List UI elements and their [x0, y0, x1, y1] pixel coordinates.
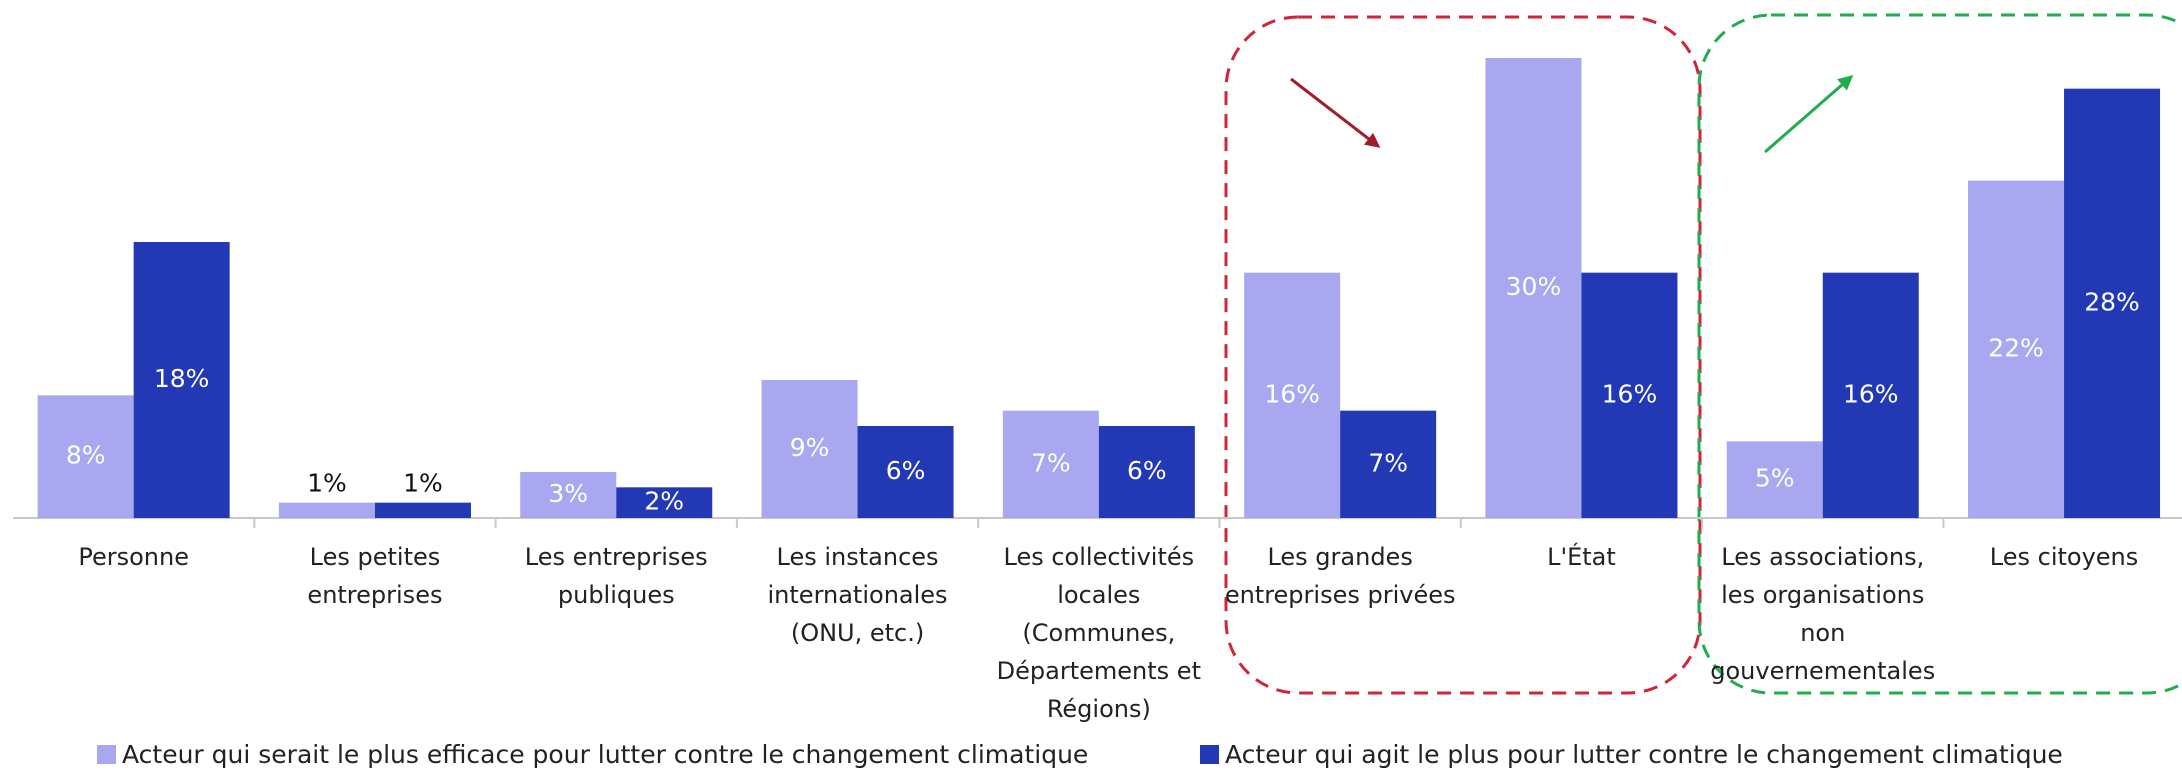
- data-label: 1%: [307, 469, 347, 498]
- data-label: 30%: [1506, 272, 1562, 301]
- highlight-box: [1697, 13, 2182, 695]
- data-label: 6%: [886, 456, 926, 485]
- x-tick-label: Les grandes entreprises privées: [1224, 543, 1456, 609]
- bar: [1244, 272, 1341, 518]
- bar: [1822, 272, 1919, 518]
- bar: [1726, 441, 1823, 518]
- legend-swatch: [1200, 745, 1219, 764]
- data-label: 6%: [1127, 456, 1167, 485]
- data-label: 16%: [1602, 379, 1658, 408]
- x-tick-label: Les citoyens: [1989, 543, 2139, 571]
- arrow: [1290, 77, 1381, 148]
- bar: [2064, 88, 2161, 519]
- bar: [278, 502, 375, 518]
- bar: [133, 242, 230, 518]
- legend-label: Acteur qui agit le plus pour lutter cont…: [1225, 740, 2063, 769]
- bar: [520, 472, 617, 518]
- legend-label: Acteur qui serait le plus efficace pour …: [122, 740, 1089, 769]
- bar: [1485, 58, 1582, 518]
- data-label: 9%: [790, 433, 830, 462]
- x-tick-label: Les petites entreprises: [307, 543, 443, 609]
- data-label: 28%: [2084, 287, 2140, 316]
- data-label: 7%: [1368, 448, 1408, 477]
- bar: [1581, 272, 1678, 518]
- data-label: 16%: [1264, 379, 1320, 408]
- x-tick-label: Personne: [78, 543, 189, 571]
- data-label: 16%: [1843, 379, 1899, 408]
- legend-swatch: [97, 745, 116, 764]
- x-tick-label: L'État: [1547, 543, 1616, 571]
- bar: [1340, 410, 1437, 518]
- bar: [1098, 426, 1195, 518]
- bar: [616, 487, 713, 518]
- legend-item: Acteur qui serait le plus efficace pour …: [97, 740, 1088, 769]
- bar: [761, 380, 858, 518]
- bar: [374, 502, 471, 518]
- data-label: 22%: [1988, 333, 2044, 362]
- legend-item: Acteur qui agit le plus pour lutter cont…: [1200, 740, 2063, 769]
- data-label: 18%: [154, 364, 210, 393]
- data-label: 7%: [1031, 448, 1071, 477]
- data-label: 1%: [403, 469, 443, 498]
- bar: [37, 395, 134, 518]
- data-label: 2%: [644, 487, 684, 516]
- bar: [857, 426, 954, 518]
- x-tick-label: Les entreprises publiques: [524, 543, 708, 609]
- x-tick-label: Les associations, les organisations non …: [1710, 543, 1936, 685]
- data-label: 5%: [1755, 464, 1795, 493]
- data-label: 3%: [548, 479, 588, 508]
- data-label: 8%: [66, 441, 106, 470]
- highlight-box: [1224, 15, 1702, 695]
- bar: [1968, 180, 2065, 518]
- arrow: [1764, 75, 1854, 154]
- x-tick-label: Les collectivités locales (Communes, Dép…: [996, 543, 1201, 723]
- bar: [1002, 410, 1099, 518]
- x-tick-label: Les instances internationales (ONU, etc.…: [767, 543, 948, 647]
